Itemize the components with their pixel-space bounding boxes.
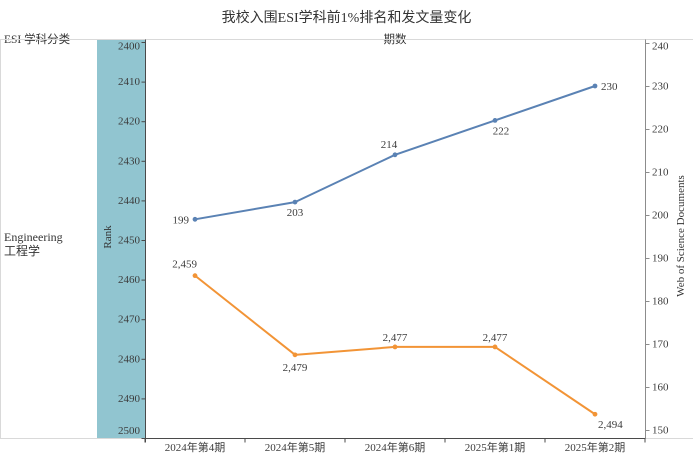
right-axis-tick-label: 240 xyxy=(652,41,669,53)
left-axis-tick-label: 2420 xyxy=(118,116,141,128)
data-point-marker xyxy=(392,152,398,158)
left-axis-tick-label: 2440 xyxy=(118,195,141,207)
x-category-label: 2024年第5期 xyxy=(265,440,326,454)
data-point-marker xyxy=(292,199,298,205)
right-axis-tick-label: 200 xyxy=(652,210,669,222)
right-axis-tick-label: 160 xyxy=(652,382,669,394)
right-axis-tick-label: 170 xyxy=(652,339,669,351)
x-category-label: 2024年第6期 xyxy=(365,440,426,454)
left-axis-tick-label: 2470 xyxy=(118,314,141,326)
x-category-label: 2024年第4期 xyxy=(165,440,226,454)
subject-name-en: Engineering xyxy=(4,230,63,244)
right-axis-tick-label: 230 xyxy=(652,81,669,93)
right-axis-tick-label: 180 xyxy=(652,296,669,308)
data-point-marker xyxy=(492,118,498,123)
right-axis-tick-label: 210 xyxy=(652,167,669,179)
left-axis-tick-label: 2490 xyxy=(118,393,141,405)
right-axis-tick-label: 190 xyxy=(652,253,669,265)
data-point-label: 230 xyxy=(601,81,618,93)
data-point-label: 2,459 xyxy=(172,259,197,271)
data-point-label: 214 xyxy=(381,139,398,151)
chart-title: 我校入围ESI学科前1%排名和发文量变化 xyxy=(221,11,472,26)
subject-name-zh: 工程学 xyxy=(4,244,41,258)
x-category-label: 2025年第1期 xyxy=(465,440,526,454)
data-point-label: 203 xyxy=(287,207,304,219)
data-point-marker xyxy=(392,344,398,350)
data-point-label: 2,477 xyxy=(383,332,408,344)
left-axis-tick-label: 2400 xyxy=(118,41,141,53)
data-point-label: 2,479 xyxy=(283,362,308,374)
left-axis-tick-label: 2410 xyxy=(118,76,141,88)
data-point-label: 2,477 xyxy=(483,332,508,344)
left-axis-tick-label: 2460 xyxy=(118,274,141,286)
data-point-marker xyxy=(292,352,298,358)
left-axis-tick-label: 2500 xyxy=(118,425,141,437)
data-point-marker xyxy=(192,216,198,222)
left-axis-tick-label: 2480 xyxy=(118,353,141,365)
x-category-label: 2025年第2期 xyxy=(565,440,626,454)
left-axis-tick-label: 2430 xyxy=(118,155,141,167)
data-point-marker xyxy=(192,273,198,279)
data-point-marker xyxy=(492,344,498,350)
subject-row-label: Engineering 工程学 xyxy=(4,230,63,258)
left-axis-tick-label: 2450 xyxy=(118,235,141,247)
data-point-label: 2,494 xyxy=(598,419,623,431)
right-axis-tick-label: 220 xyxy=(652,124,669,136)
data-point-label: 222 xyxy=(493,125,510,137)
data-point-label: 199 xyxy=(173,214,190,226)
rank-axis-band xyxy=(97,39,145,439)
data-point-marker xyxy=(592,83,598,89)
right-axis-tick-label: 150 xyxy=(652,425,669,437)
data-point-marker xyxy=(592,411,598,417)
